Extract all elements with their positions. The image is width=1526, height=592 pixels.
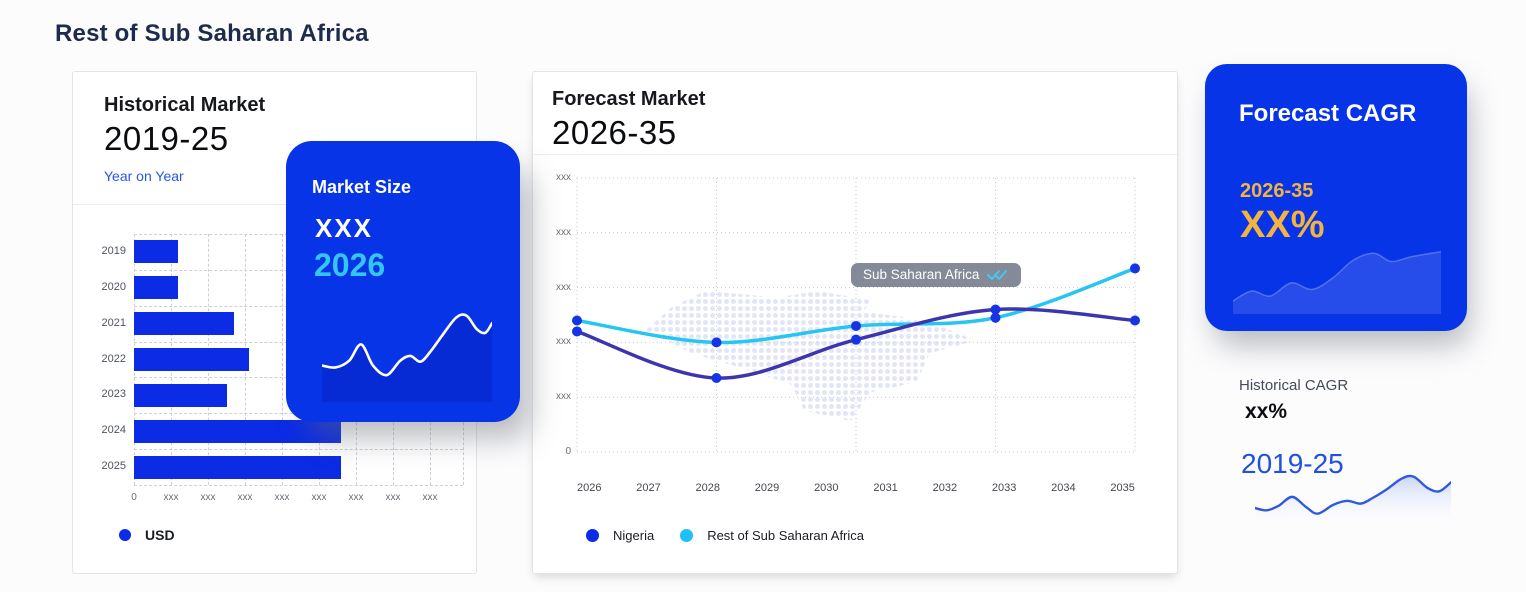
data-point	[711, 373, 722, 384]
line-x-tick-label: 2027	[636, 482, 661, 494]
bar-x-tick-label: xxx	[311, 492, 327, 503]
forecast-market-title: Forecast Market	[552, 88, 706, 110]
line-x-tick-label: 2030	[814, 482, 839, 494]
bar-x-tick-label: xxx	[237, 492, 253, 503]
rest-ssa-legend-dot	[680, 529, 694, 542]
forecast-cagr-sparkline	[1233, 232, 1441, 314]
line-y-tick-label: xxx	[556, 391, 571, 403]
market-size-title: Market Size	[312, 177, 412, 197]
line-x-tick-label: 2035	[1110, 482, 1135, 494]
data-point	[1130, 263, 1140, 274]
bar-2024	[134, 419, 342, 443]
forecast-line-chart: xxx xxx xxx xxx xxx 0	[533, 72, 1177, 573]
card-header-divider	[533, 154, 1177, 155]
bar-category-label: 2025	[101, 460, 126, 473]
line-x-tick-label: 2031	[873, 482, 898, 494]
line-y-tick-label: xxx	[556, 281, 571, 293]
data-point	[711, 337, 722, 348]
bar-category-label: 2020	[101, 280, 126, 293]
data-point	[990, 312, 1001, 323]
bar-x-tick-label: xxx	[422, 492, 438, 503]
bar-2022	[134, 348, 249, 371]
data-point	[572, 315, 582, 326]
usd-legend-label: USD	[145, 527, 175, 543]
forecast-x-axis-labels: 2026 2027 2028 2029 2030 2031 2032 2033 2034 2035	[577, 482, 1135, 494]
sparkline-area	[1255, 475, 1451, 526]
page-title: Rest of Sub Saharan Africa	[55, 20, 369, 47]
sparkline-area	[1233, 251, 1441, 314]
sparkline-area	[322, 314, 492, 402]
bar-2023	[134, 383, 227, 407]
nigeria-legend-dot	[586, 529, 599, 542]
legend-item-nigeria[interactable]: Nigeria	[586, 528, 654, 543]
bar-category-label: 2024	[101, 424, 126, 437]
bar-x-tick-label: xxx	[274, 492, 290, 503]
bar-2020	[134, 276, 179, 300]
bar-2019	[134, 240, 179, 264]
line-x-tick-label: 2033	[991, 482, 1017, 494]
bar-gridline-v	[282, 234, 283, 485]
line-x-tick-label: 2029	[754, 482, 780, 494]
bar-category-label: 2021	[101, 316, 126, 329]
year-on-year-link[interactable]: Year on Year	[104, 168, 184, 184]
historical-cagr-value: xx%	[1245, 400, 1288, 423]
bar-2021	[134, 312, 234, 336]
line-y-tick-label: xxx	[556, 172, 571, 183]
nigeria-legend-label: Nigeria	[613, 528, 655, 543]
bar-x-tick-label: xxx	[163, 492, 179, 503]
chart-tooltip-label: Sub Saharan Africa	[863, 267, 980, 282]
bar-x-tick-label: xxx	[385, 492, 401, 503]
line-y-tick-label: 0	[565, 446, 571, 457]
line-x-tick-label: 2032	[932, 482, 958, 494]
bar-x-tick-label: xxx	[200, 492, 216, 503]
line-x-tick-label: 2034	[1051, 482, 1076, 494]
bar-category-label: 2019	[101, 244, 126, 257]
forecast-market-period: 2026-35	[552, 114, 677, 151]
forecast-cagr-period: 2026-35	[1240, 180, 1314, 202]
card-header-divider	[73, 204, 476, 205]
line-y-tick-label: xxx	[556, 226, 571, 238]
bar-x-tick-label: xxx	[348, 492, 364, 503]
data-point	[851, 334, 861, 345]
forecast-legend: Nigeria Rest of Sub Saharan Africa	[586, 528, 864, 543]
data-point	[1130, 315, 1140, 326]
historical-legend: USD	[119, 527, 175, 543]
historical-market-period: 2019-25	[104, 120, 229, 157]
historical-cagr-period: 2019-25	[1241, 448, 1344, 479]
forecast-line-chart-svg	[572, 177, 1140, 453]
line-y-tick-label: xxx	[556, 336, 571, 348]
historical-cagr-label: Historical CAGR	[1239, 377, 1349, 394]
market-size-year: 2026	[314, 247, 386, 283]
legend-item-rest-ssa[interactable]: Rest of Sub Saharan Africa	[680, 528, 864, 543]
bar-category-label: 2023	[101, 388, 126, 401]
data-point	[572, 326, 582, 337]
bar-x-tick-label: 0	[131, 492, 137, 503]
line-x-tick-label: 2028	[695, 482, 721, 494]
chart-tooltip: Sub Saharan Africa	[851, 263, 1022, 287]
data-point	[851, 320, 861, 331]
forecast-cagr-title: Forecast CAGR	[1239, 100, 1417, 127]
rest-ssa-legend-label: Rest of Sub Saharan Africa	[707, 528, 864, 543]
bar-2025	[134, 455, 342, 479]
forecast-cagr-card: Forecast CAGR 2026-35 XX%	[1205, 64, 1467, 331]
bar-gridline-h	[134, 449, 463, 451]
historical-cagr-sparkline	[1255, 470, 1451, 526]
legend-item-usd[interactable]: USD	[119, 527, 175, 543]
data-point	[990, 304, 1001, 315]
market-size-sparkline	[322, 306, 492, 402]
usd-legend-dot	[119, 529, 131, 541]
bar-gridline-h	[134, 485, 463, 486]
forecast-cagr-value: XX%	[1240, 204, 1325, 246]
forecast-market-card: Forecast Market 2026-35 xxx xxx xxx xxx xxx 0…	[532, 71, 1178, 574]
market-size-card: Market Size XXX 2026	[286, 141, 520, 422]
sparkline-line	[322, 315, 492, 376]
market-size-value: XXX	[315, 213, 374, 243]
sparkline-line	[1255, 476, 1451, 514]
bar-category-label: 2022	[101, 352, 126, 365]
line-x-tick-label: 2026	[577, 482, 602, 494]
sparkline-line	[1233, 252, 1441, 301]
historical-market-title: Historical Market	[104, 94, 266, 116]
double-check-icon	[987, 269, 1008, 280]
